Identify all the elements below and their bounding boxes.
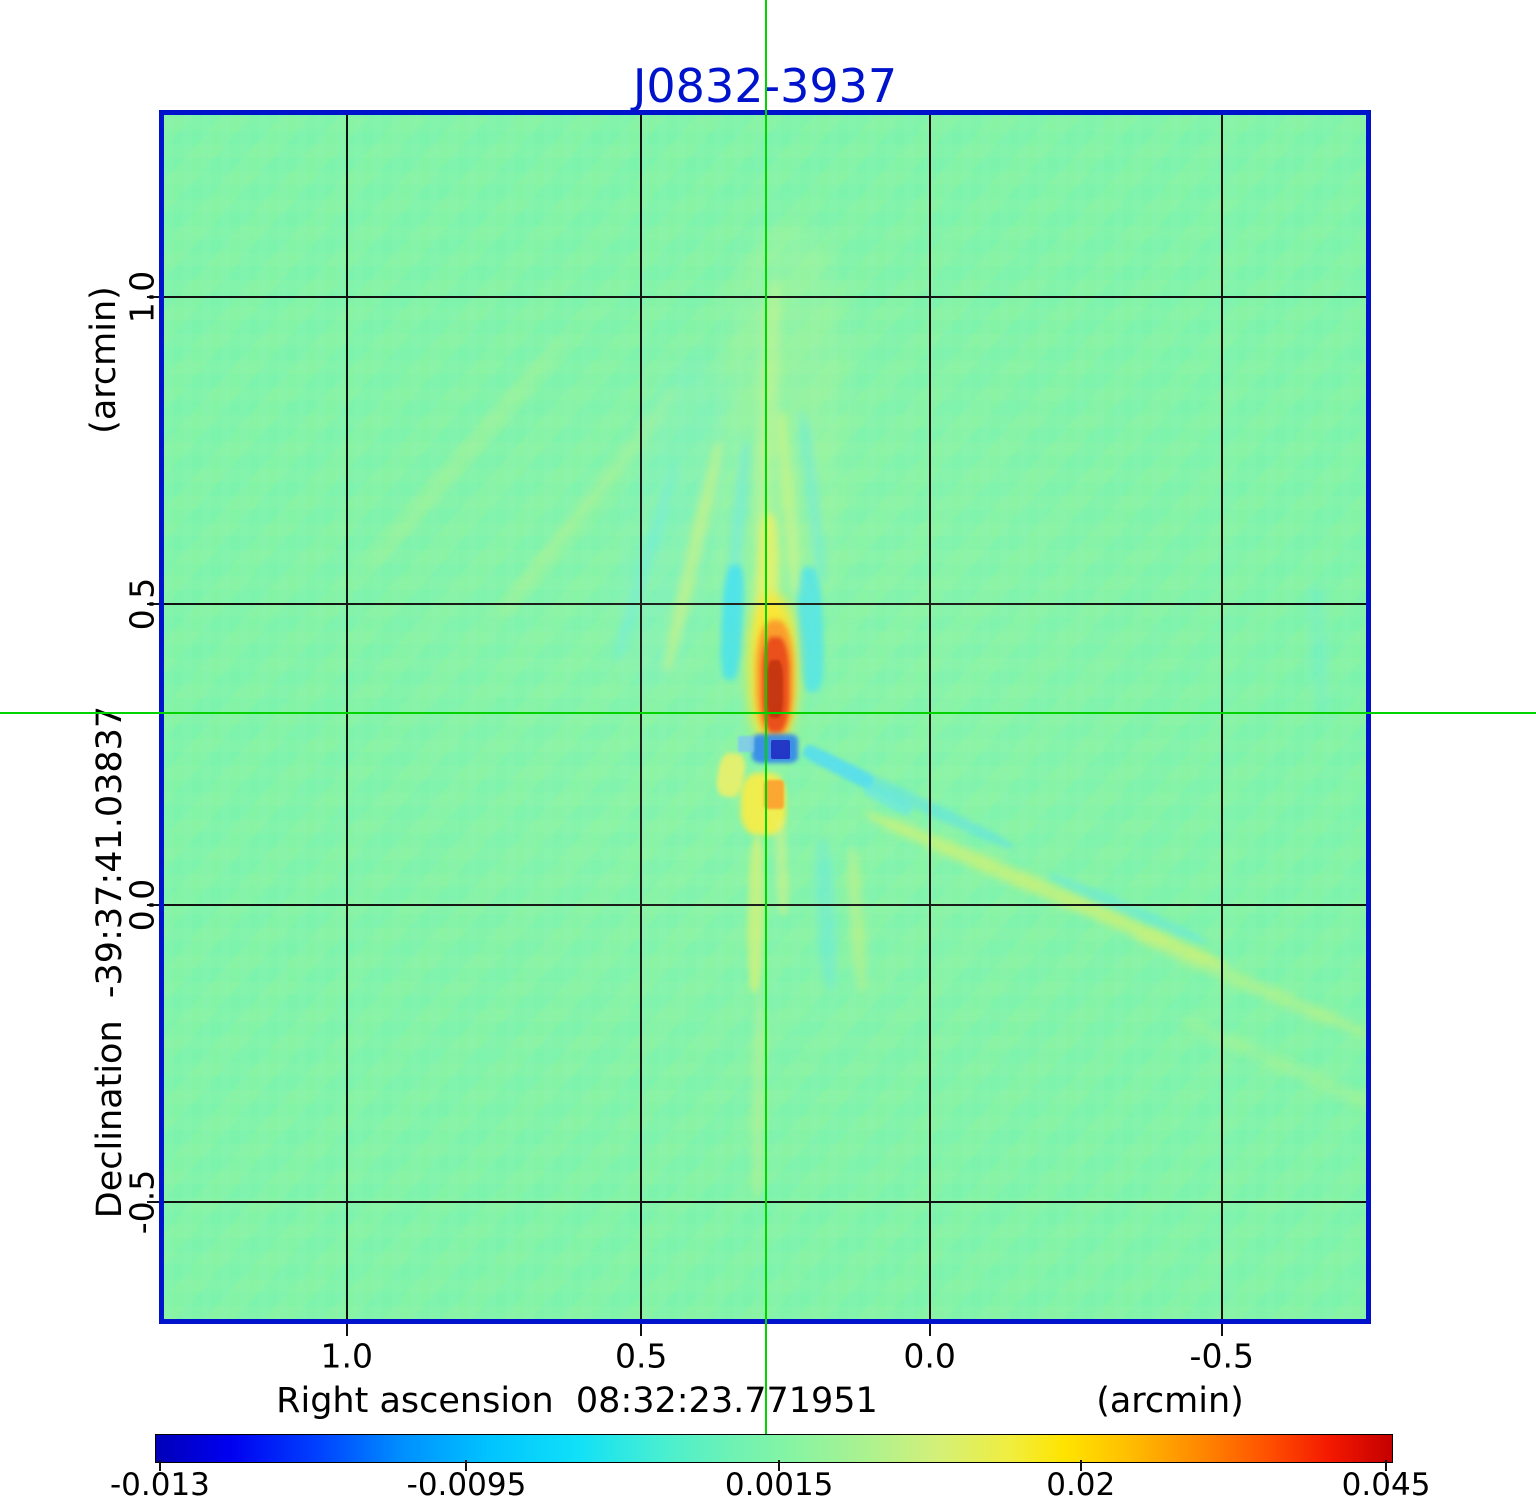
feature-fan-yellow-top [753,279,783,546]
gridline-y [164,602,1366,605]
y-axis-label: Declination -39:37:41.03837 [90,705,130,1219]
colorbar-tick [1079,1460,1082,1471]
feature-sidelobe-wash-left [600,349,747,691]
colorbar-tick-label: -0.0095 [406,1467,527,1500]
colorbar-tick-label: 0.045 [1341,1467,1431,1500]
crosshair-horizontal-line [0,712,1536,715]
y-axis-unit-label: (arcmin) [84,286,124,434]
feature-cyan-trail-downright-1 [800,742,876,791]
x-axis-tick [345,1324,348,1336]
feature-negative-blue-cluster [752,734,798,763]
gridline-y [164,1201,1366,1204]
feature-fan-cyan-right-upper [795,409,830,586]
feature-sidelobe-wash-above [708,222,852,658]
x-axis-tick [1220,1324,1223,1336]
gridline-y [164,295,1366,298]
feature-fan-yellow-right-upper [773,409,804,596]
feature-cyan-trail-downright-2 [861,781,915,818]
y-tick-label: 0.0 [122,878,162,932]
feature-ray-lowerright-main [862,806,1230,974]
x-tick-label: 0.0 [903,1336,956,1376]
colorbar-tick [1385,1460,1388,1471]
feature-negative-lightblue-pixel [738,736,754,752]
colorbar-tick-label: -0.013 [109,1467,210,1500]
feature-yellow-arc-left [714,751,748,799]
feature-ray-upperleft-2 [363,336,567,574]
colorbar-tick-label: 0.0015 [724,1467,834,1500]
colorbar-tick-label: 0.02 [1046,1467,1116,1500]
feature-source-orange-ring [756,620,794,738]
gridline-x [640,115,643,1319]
y-axis-tick [147,602,159,605]
gridline-x [1220,115,1223,1319]
feature-cyan-column-belowright [813,837,839,991]
plot-title: J0832-3937 [632,59,898,113]
feature-yellow-streak-down-1 [746,836,766,993]
feature-fan-cyan-right-of-peak [795,566,826,693]
sky-image [164,115,1366,1319]
x-axis-unit-label: (arcmin) [1096,1381,1244,1421]
feature-yellow-column-belowright [845,847,869,991]
feature-cyan-band-near-ray [809,747,1017,854]
y-tick-label: 1.0 [122,270,162,324]
sky-image-panel [159,110,1371,1324]
feature-negative-navy-pixel [771,740,790,759]
crosshair-vertical-line [765,0,768,1434]
feature-ray-lowerright-extension [1129,928,1366,1044]
y-tick-label: 0.5 [122,577,162,631]
x-axis-tick [928,1324,931,1336]
feature-yellow-streak-down-2 [774,817,790,917]
x-axis-label: Right ascension 08:32:23.771951 [276,1381,878,1421]
x-axis-tick [640,1324,643,1336]
feature-positive-arc-below [741,773,786,835]
feature-source-yellow-halo [748,595,798,747]
feature-source-dark-core [767,660,783,718]
feature-ray-lowerright-far [1179,1014,1366,1125]
gridline-y [164,903,1366,906]
feature-cyan-band-mid-ray [1046,869,1210,949]
colorbar [155,1434,1393,1463]
colorbar-tick [158,1460,161,1471]
feature-fan-cyan-left-of-peak [719,564,746,681]
gridline-x [345,115,348,1319]
colorbar-tick [778,1460,781,1471]
feature-ray-upperleft-1 [496,382,684,618]
y-axis-tick [147,295,159,298]
x-tick-label: 1.0 [320,1336,373,1376]
x-tick-label: -0.5 [1189,1336,1254,1376]
gridline-x [928,115,931,1319]
feature-fan-cyan-farleft-diagonal [610,462,682,663]
feature-fan-cyan-left-upper [719,439,755,636]
y-axis-tick [147,1201,159,1204]
y-axis-tick [147,903,159,906]
colorbar-tick [465,1460,468,1471]
y-tick-label: -0.5 [122,1170,162,1235]
feature-fan-yellow-left-diagonal [659,441,727,674]
x-tick-label: 0.5 [614,1336,668,1376]
